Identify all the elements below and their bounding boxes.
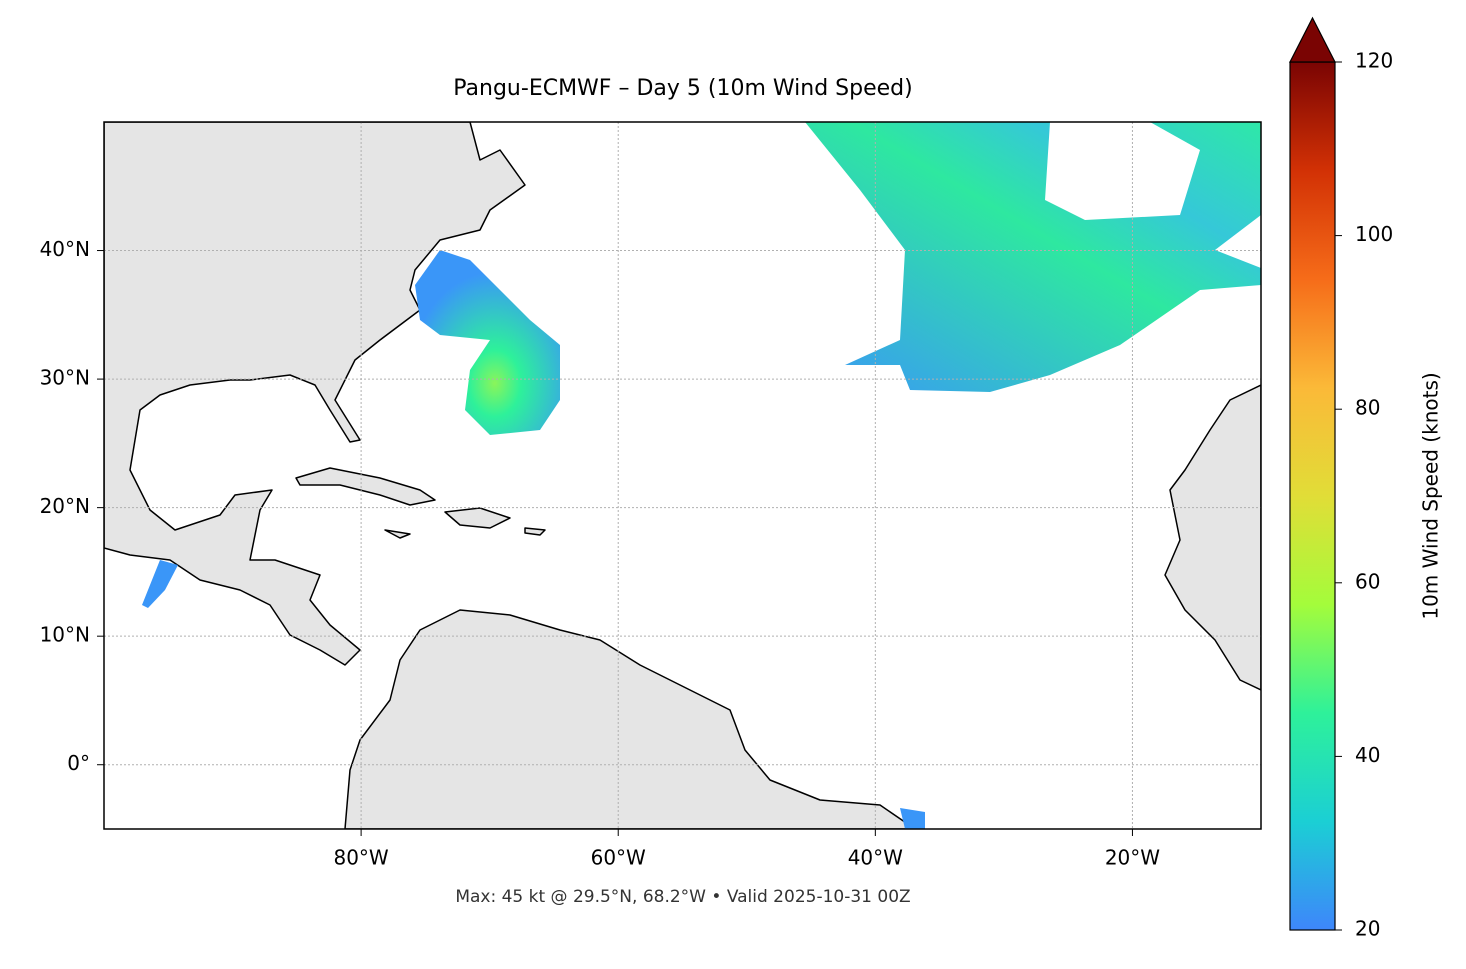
colorbar-tick-label: 100	[1355, 222, 1393, 246]
y-tick-label: 0°	[67, 751, 90, 775]
map-frame	[103, 121, 1262, 830]
map-footer: Max: 45 kt @ 29.5°N, 68.2°W • Valid 2025…	[455, 887, 910, 907]
colorbar	[1289, 61, 1336, 931]
colorbar-tick-label: 80	[1355, 396, 1380, 420]
colorbar-tick-label: 60	[1355, 569, 1380, 593]
wind-field-storm	[415, 250, 560, 435]
x-tick-label: 20°W	[1105, 846, 1160, 870]
colorbar-extend	[1289, 16, 1336, 63]
map-area	[104, 122, 1261, 829]
africa	[1164, 384, 1261, 691]
hispaniola	[444, 507, 511, 529]
colorbar-label: 10m Wind Speed (knots)	[1419, 372, 1443, 619]
x-tick-label: 60°W	[591, 846, 646, 870]
colorbar-tick-label: 120	[1355, 49, 1393, 73]
y-tick-label: 10°N	[40, 623, 90, 647]
wind-field-pacific	[142, 560, 178, 608]
wind-field-atlantic	[805, 122, 1261, 392]
south-america	[344, 609, 916, 829]
north-america	[104, 122, 526, 666]
x-tick-label: 80°W	[333, 846, 388, 870]
wind-field-south	[900, 808, 925, 829]
y-tick-label: 30°N	[40, 366, 90, 390]
colorbar-tick-label: 40	[1355, 743, 1380, 767]
jamaica	[384, 529, 411, 539]
y-tick-label: 40°N	[40, 237, 90, 261]
cuba	[295, 467, 436, 506]
puerto-rico	[524, 527, 546, 536]
y-tick-label: 20°N	[40, 494, 90, 518]
x-tick-label: 40°W	[848, 846, 903, 870]
colorbar-tick-label: 20	[1355, 917, 1380, 941]
map-title: Pangu-ECMWF – Day 5 (10m Wind Speed)	[453, 76, 912, 101]
